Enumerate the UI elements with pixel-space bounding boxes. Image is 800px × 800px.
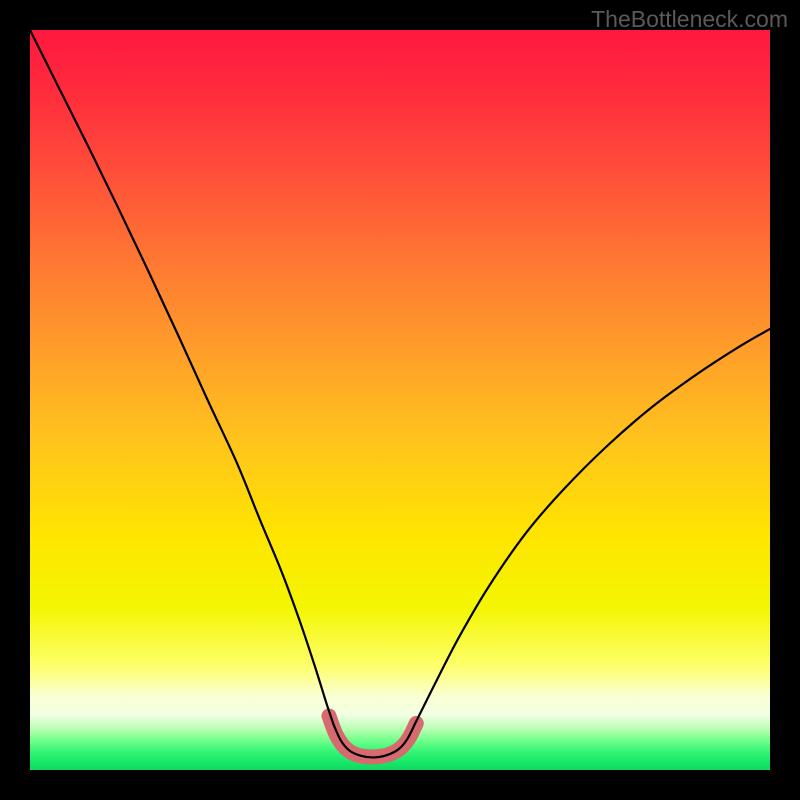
gradient-plot-area (30, 30, 770, 770)
chart-stage: TheBottleneck.com (0, 0, 800, 800)
bottleneck-chart-svg (0, 0, 800, 800)
watermark-text: TheBottleneck.com (591, 6, 788, 33)
